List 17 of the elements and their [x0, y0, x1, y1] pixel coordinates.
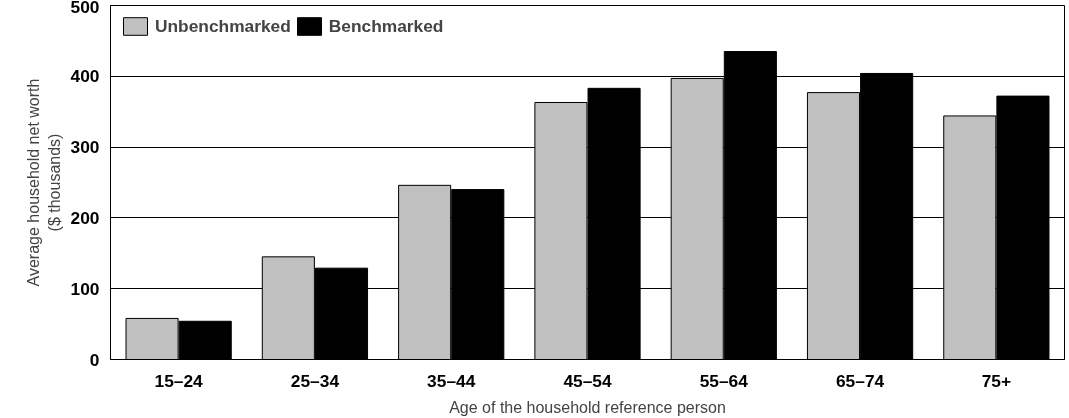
x-tick-label: 55–64	[699, 370, 749, 391]
x-tick-label: 35–44	[427, 370, 476, 391]
x-tick-label: 15–24	[154, 370, 204, 391]
x-tick-label: 65–74	[835, 370, 885, 391]
y-tick-label: 500	[70, 0, 100, 17]
x-tick-label: 25–34	[290, 370, 340, 391]
legend-label: Unbenchmarked	[155, 15, 291, 37]
y-tick-label: 300	[70, 137, 100, 158]
y-tick-label: 0	[89, 349, 100, 370]
x-axis-title: Age of the household reference person	[449, 398, 726, 416]
y-axis-title: Average household net worth ($ thousands)	[25, 78, 63, 287]
y-tick-label: 400	[70, 66, 100, 87]
x-tick-label: 45–54	[563, 370, 612, 391]
legend-label: Benchmarked	[328, 15, 444, 37]
x-tick-label: 75+	[981, 370, 1012, 391]
y-tick-label: 200	[70, 207, 100, 228]
y-tick-label: 100	[70, 278, 100, 299]
